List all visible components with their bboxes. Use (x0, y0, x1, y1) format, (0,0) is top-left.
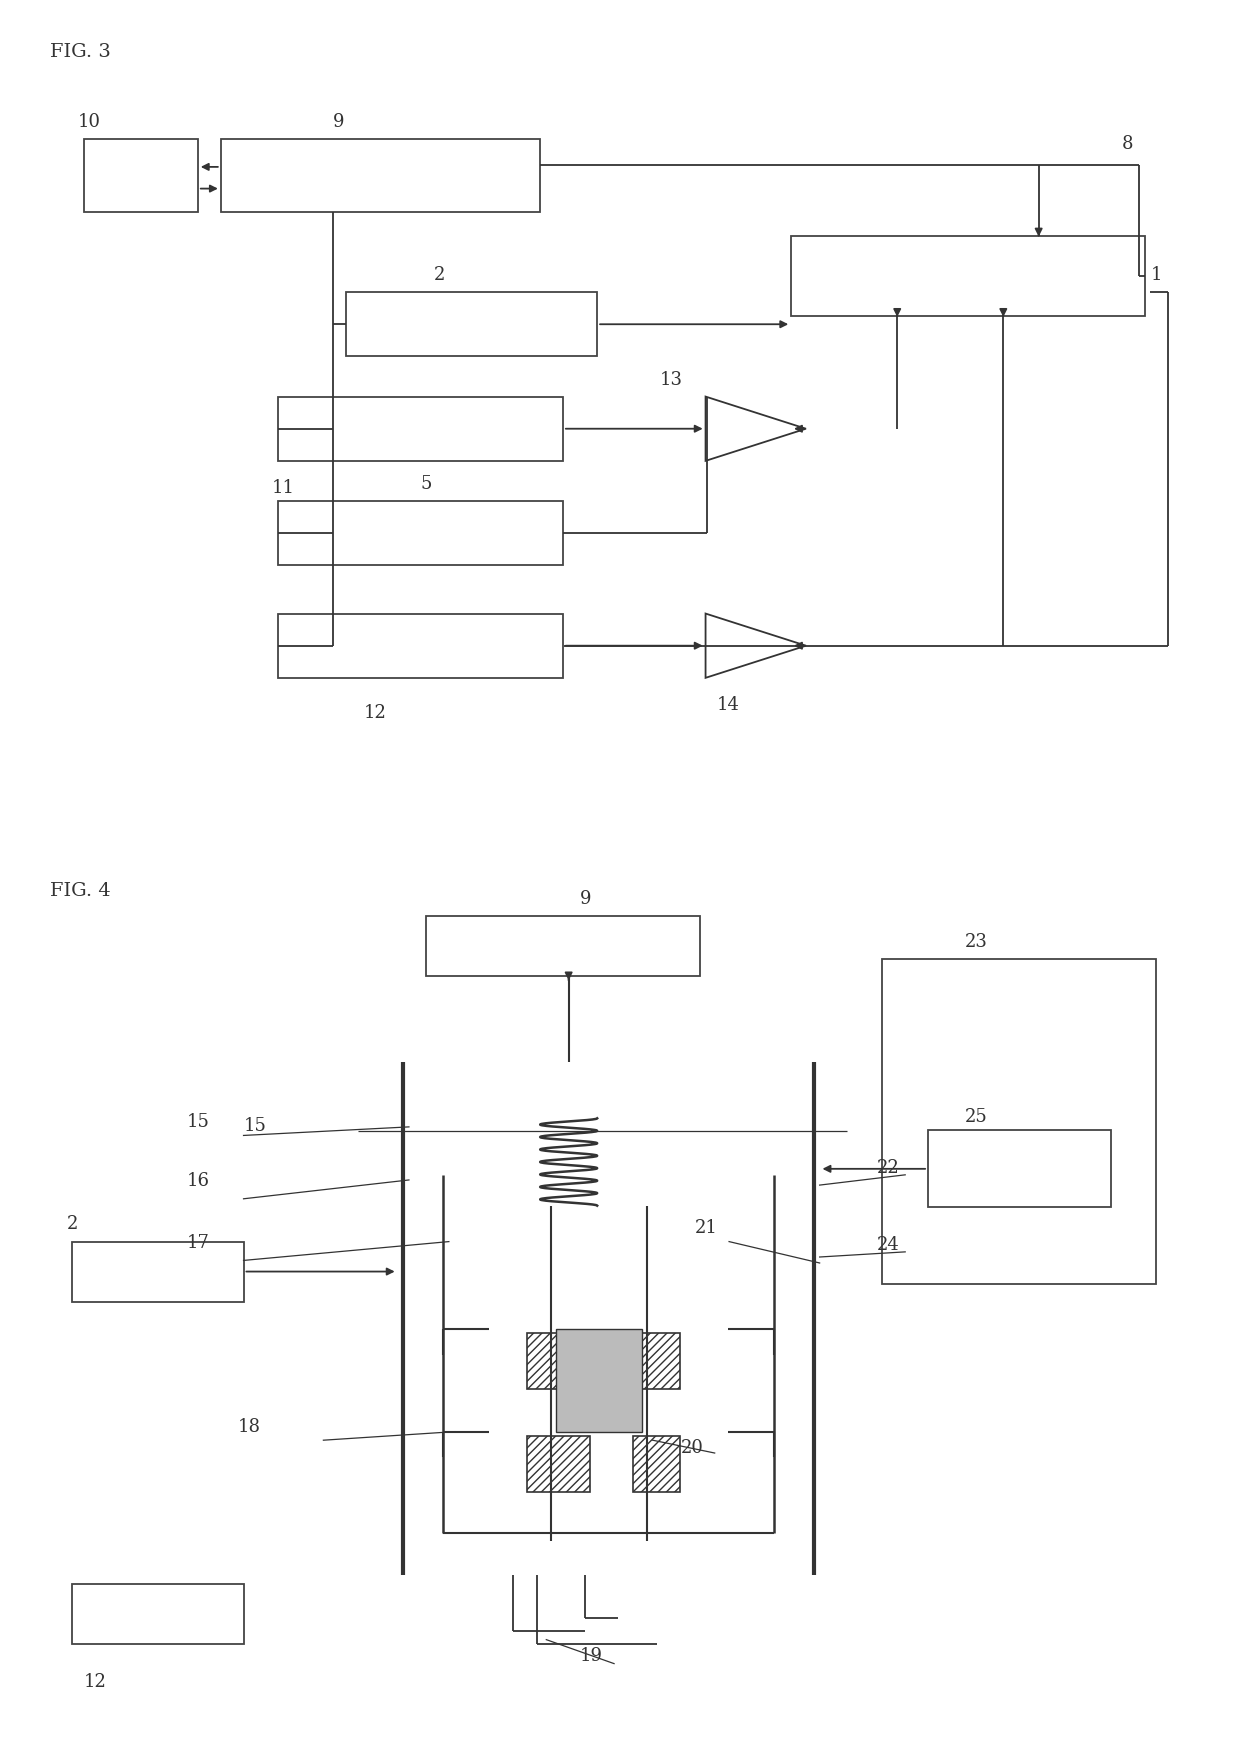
FancyBboxPatch shape (72, 1242, 243, 1302)
Text: 10: 10 (78, 114, 102, 131)
FancyBboxPatch shape (928, 1130, 1111, 1207)
Text: 20: 20 (681, 1440, 703, 1457)
Text: 13: 13 (660, 370, 683, 388)
Text: 22: 22 (877, 1160, 899, 1177)
Text: 2: 2 (67, 1214, 78, 1233)
Text: 12: 12 (84, 1674, 107, 1691)
Text: 5: 5 (420, 475, 432, 493)
Text: 11: 11 (272, 479, 295, 498)
Text: FIG. 3: FIG. 3 (50, 44, 110, 61)
Text: 1: 1 (1151, 266, 1162, 285)
Text: 8: 8 (1122, 135, 1133, 152)
Text: 25: 25 (965, 1108, 987, 1127)
Text: 2: 2 (434, 266, 445, 285)
FancyBboxPatch shape (883, 959, 1156, 1284)
FancyBboxPatch shape (278, 501, 563, 566)
Text: FIG. 4: FIG. 4 (50, 882, 110, 900)
Text: 18: 18 (238, 1419, 260, 1436)
Text: 12: 12 (363, 704, 386, 722)
FancyBboxPatch shape (791, 236, 1145, 316)
Text: 19: 19 (580, 1647, 603, 1665)
Text: 15: 15 (186, 1113, 210, 1130)
Text: 21: 21 (694, 1219, 718, 1237)
Text: 14: 14 (717, 695, 740, 715)
FancyBboxPatch shape (427, 917, 699, 977)
Text: 9: 9 (332, 114, 343, 131)
Text: 16: 16 (186, 1172, 210, 1190)
FancyBboxPatch shape (72, 1585, 243, 1644)
FancyBboxPatch shape (346, 292, 598, 356)
Text: 23: 23 (965, 933, 987, 950)
Text: 17: 17 (186, 1233, 210, 1253)
Text: 15: 15 (243, 1118, 267, 1136)
FancyBboxPatch shape (84, 140, 198, 211)
Text: 24: 24 (877, 1237, 899, 1254)
FancyBboxPatch shape (278, 613, 563, 678)
FancyBboxPatch shape (278, 397, 563, 461)
Text: 9: 9 (580, 889, 591, 908)
FancyBboxPatch shape (221, 140, 541, 211)
FancyBboxPatch shape (556, 1329, 642, 1431)
